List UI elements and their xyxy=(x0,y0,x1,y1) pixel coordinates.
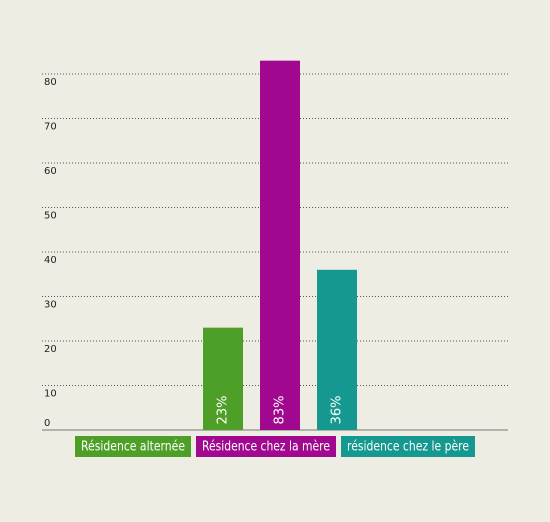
y-tick-label: 30 xyxy=(44,300,57,311)
bar xyxy=(203,327,243,430)
value-label: 83% xyxy=(273,396,288,425)
y-tick-label: 40 xyxy=(44,255,57,266)
legend-swatch xyxy=(75,436,191,457)
value-label: 36% xyxy=(330,396,345,425)
bar xyxy=(317,269,357,430)
legend-label: Résidence alternée xyxy=(81,440,185,455)
y-tick-label: 80 xyxy=(44,77,57,88)
value-label: 23% xyxy=(216,396,231,425)
y-tick-label: 50 xyxy=(44,211,57,222)
bar xyxy=(260,60,300,431)
legend-label: Résidence chez la mère xyxy=(202,440,330,455)
y-tick-label: 70 xyxy=(44,122,57,133)
y-tick-label: 60 xyxy=(44,166,57,177)
y-tick-label: 20 xyxy=(44,344,57,355)
y-tick-label: 10 xyxy=(44,389,57,400)
legend-swatch xyxy=(196,436,336,457)
legend-swatch xyxy=(341,436,475,457)
y-tick-label: 0 xyxy=(44,418,50,429)
legend-label: résidence chez le père xyxy=(347,440,469,455)
